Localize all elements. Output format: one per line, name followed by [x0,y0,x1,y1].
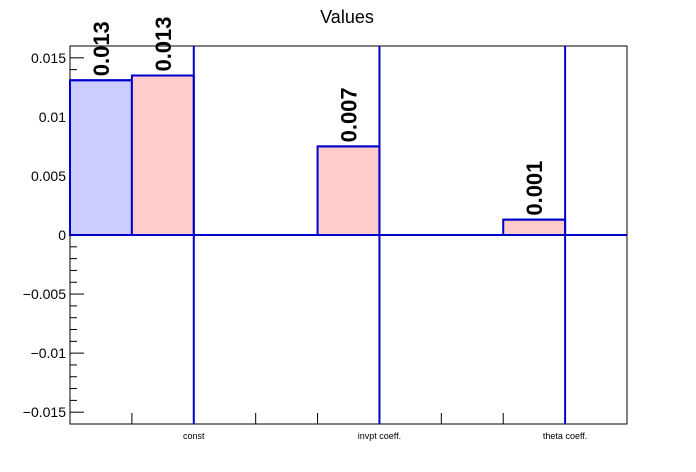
y-tick-label: −0.01 [31,345,67,361]
bars [69,74,567,237]
data-label: 0.001 [522,161,547,216]
data-label: 0.013 [89,21,114,76]
data-label: 0.007 [337,87,362,142]
axes: 0.015 0.01 0.005 0 −0.005 −0.01 −0.015 const inv… [23,45,628,441]
category-label: invpt coeff. [358,431,401,441]
category-label: const [183,431,205,441]
bar [502,218,567,237]
error-bars [70,46,627,424]
data-label: 0.013 [151,16,176,71]
y-tick-label: −0.015 [23,404,66,420]
data-labels: 0.013 0.013 0.007 0.001 [89,16,547,215]
bar [69,79,133,236]
bar [130,74,195,236]
y-tick-label: 0.015 [31,50,66,66]
chart-title: Values [320,7,374,27]
category-label: theta coeff. [543,431,587,441]
y-tick-label: 0 [58,227,66,243]
y-tick-label: 0.01 [39,109,66,125]
y-tick-label: 0.005 [31,168,66,184]
y-tick-label: −0.005 [23,286,66,302]
bar [316,145,381,236]
